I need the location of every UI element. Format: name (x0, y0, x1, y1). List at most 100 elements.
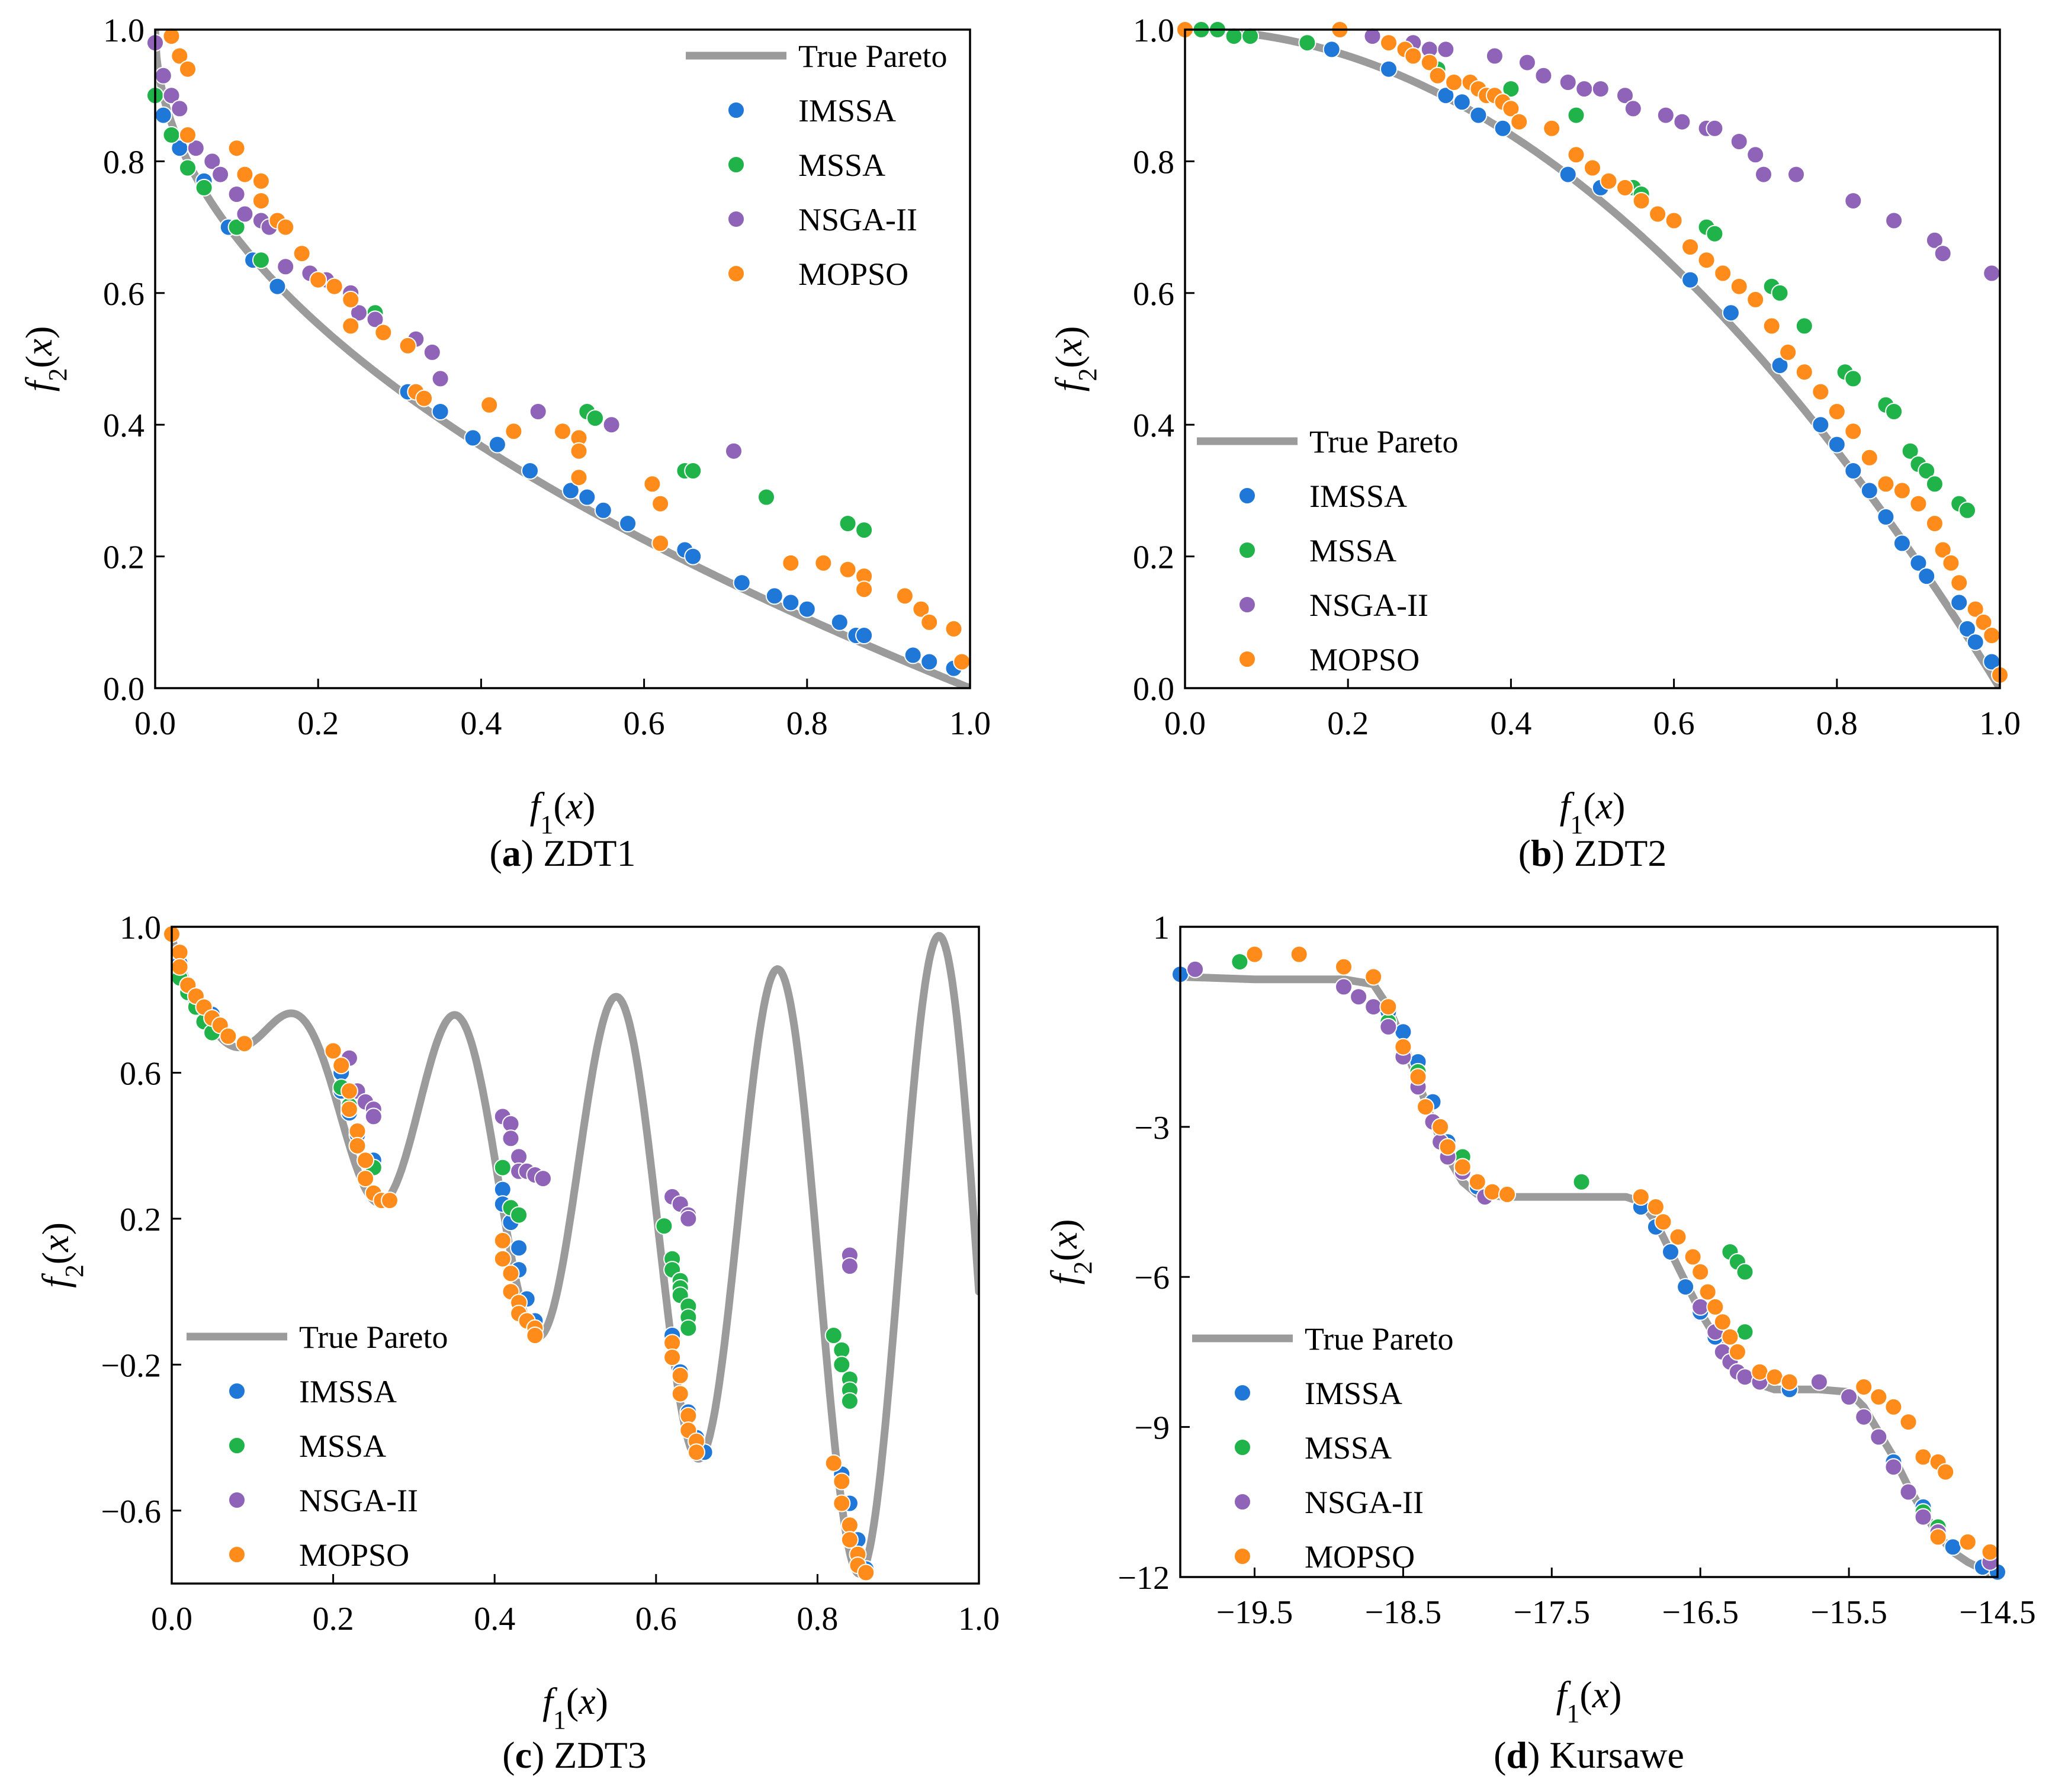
point-mopso (179, 60, 197, 78)
point-nsga-ii (203, 152, 221, 171)
y-tick-label: 0.6 (103, 276, 144, 313)
series-imssa (171, 954, 875, 1578)
point-mssa (1958, 501, 1976, 519)
x-tick-label: 1.0 (949, 705, 991, 742)
point-mopso (332, 1056, 351, 1075)
point-mopso (340, 1082, 358, 1100)
point-mopso (1870, 1388, 1888, 1406)
point-mopso (1616, 178, 1634, 197)
legend-label-true-pareto: True Pareto (1305, 1321, 1454, 1357)
point-mopso (505, 422, 523, 441)
point-imssa (1860, 481, 1878, 500)
point-nsga-ii (1363, 27, 1382, 46)
plot-frame (1179, 926, 1999, 1578)
point-mopso (1632, 192, 1650, 210)
point-mopso (493, 1231, 512, 1250)
point-mssa (684, 462, 702, 480)
point-mopso (1730, 277, 1748, 296)
point-imssa (855, 627, 874, 644)
point-imssa (268, 277, 287, 296)
point-mopso (1409, 1068, 1427, 1086)
point-mopso (1706, 1298, 1725, 1316)
point-mopso (895, 587, 914, 605)
point-mopso (1795, 363, 1813, 381)
legend-marker-imssa (228, 1382, 246, 1400)
legend-label-mssa: MSSA (798, 147, 885, 183)
true-pareto-line (1180, 973, 1998, 1577)
point-mssa (510, 1206, 528, 1224)
point-imssa (1918, 567, 1936, 585)
legend-label-nsga-ii: NSGA-II (1305, 1485, 1424, 1520)
point-mopso (502, 1264, 520, 1283)
y-tick-label: 0.2 (1133, 539, 1174, 576)
x-tick-label: 0.2 (297, 705, 339, 742)
point-mopso (953, 653, 971, 671)
point-mopso (1445, 73, 1463, 91)
point-mopso (570, 442, 588, 460)
x-tick-label: 1.0 (958, 1601, 1000, 1637)
point-mopso (252, 172, 270, 190)
point-nsga-ii (1186, 960, 1205, 978)
series-imssa (154, 106, 963, 677)
point-mopso (1364, 968, 1383, 986)
point-nsga-ii (1364, 998, 1383, 1016)
point-mopso (1380, 34, 1398, 52)
point-mssa (1706, 224, 1724, 243)
point-mssa (1231, 953, 1249, 971)
legend-marker-nsga-ii (1238, 596, 1256, 614)
legend-label-nsga-ii: NSGA-II (299, 1483, 418, 1518)
legend-marker-imssa (1238, 487, 1256, 505)
point-mopso (1335, 958, 1353, 976)
point-mopso (1431, 1117, 1450, 1136)
point-imssa (920, 653, 939, 671)
point-mssa (655, 1217, 673, 1235)
point-mopso (912, 600, 930, 618)
legend: True Pareto IMSSA MSSA NSGA-II MOPSO (1197, 424, 1459, 677)
point-mopso (357, 1170, 375, 1188)
point-imssa (798, 600, 816, 618)
point-imssa (830, 613, 849, 631)
point-mopso (1669, 1228, 1687, 1246)
point-mopso (1714, 264, 1732, 282)
point-nsga-ii (1840, 1388, 1858, 1406)
point-nsga-ii (1736, 1368, 1754, 1386)
point-nsga-ii (1518, 53, 1536, 72)
point-mssa (195, 178, 213, 197)
point-nsga-ii (1534, 66, 1553, 85)
point-mopso (1983, 627, 2001, 644)
point-imssa (1944, 1538, 1962, 1556)
series-mopso (1245, 945, 1999, 1561)
legend-label-true-pareto: True Pareto (798, 38, 948, 74)
point-mopso (1909, 494, 1928, 513)
point-nsga-ii (679, 1209, 698, 1228)
point-nsga-ii (1983, 264, 2001, 282)
x-tick-label: 0.4 (474, 1601, 515, 1637)
point-nsga-ii (1914, 1508, 1932, 1526)
point-imssa (1394, 1023, 1412, 1041)
x-tick-label: 0.0 (1164, 705, 1206, 742)
point-nsga-ii (1870, 1428, 1888, 1446)
legend-label-nsga-ii: NSGA-II (1309, 587, 1428, 623)
y-tick-label: −12 (1117, 1560, 1170, 1597)
point-mopso (857, 1563, 875, 1582)
legend-marker-mopso (1234, 1547, 1251, 1565)
point-nsga-ii (211, 165, 230, 184)
x-tick-label: −17.5 (1513, 1594, 1590, 1631)
point-imssa (1322, 40, 1341, 59)
point-imssa (510, 1239, 528, 1257)
x-axis-label: f1(x) (1560, 785, 1626, 839)
point-mopso (651, 534, 670, 553)
point-imssa (1966, 633, 1984, 651)
legend: True Pareto IMSSA MSSA NSGA-II MOPSO (686, 38, 948, 292)
y-tick-label: 1.0 (1133, 12, 1174, 49)
x-tick-label: −16.5 (1662, 1594, 1739, 1631)
point-mopso (252, 192, 270, 210)
point-mopso (227, 139, 246, 158)
point-mopso (1914, 1448, 1932, 1466)
point-nsga-ii (1485, 47, 1504, 65)
point-mopso (1646, 1198, 1665, 1216)
y-tick-label: 1 (1153, 910, 1170, 946)
y-tick-label: 0.4 (1133, 407, 1174, 444)
point-mopso (1584, 159, 1601, 177)
point-mopso (342, 317, 360, 335)
